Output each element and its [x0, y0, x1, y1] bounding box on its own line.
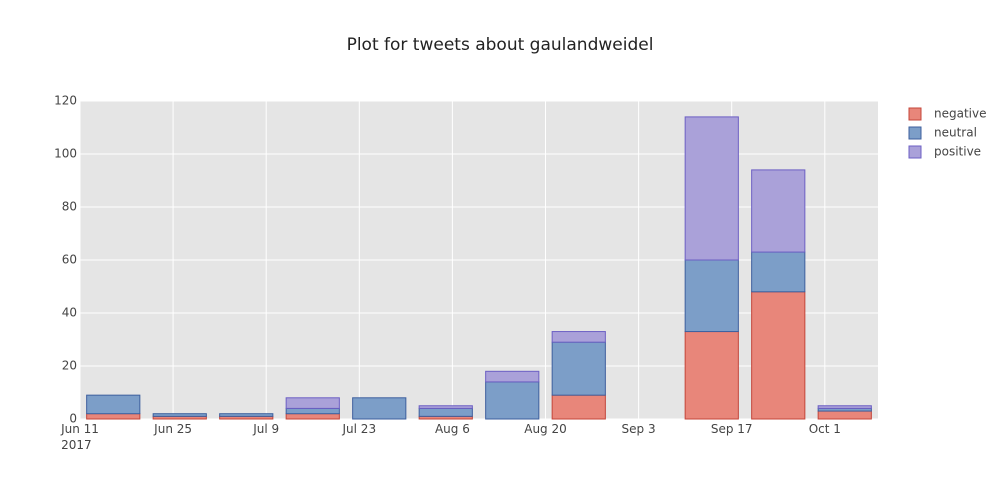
- bar: [418, 405, 473, 409]
- bar: [418, 407, 473, 417]
- legend-label: neutral: [934, 126, 977, 140]
- bar: [485, 370, 540, 383]
- bar: [285, 413, 340, 420]
- bar: [352, 397, 407, 420]
- bar: [551, 331, 606, 343]
- bar: [684, 116, 739, 261]
- y-tick-label: 40: [62, 306, 77, 320]
- bar: [485, 381, 540, 420]
- bar: [551, 341, 606, 396]
- x-tick-label: Oct 1: [808, 422, 841, 436]
- bar: [684, 331, 739, 420]
- legend-swatch: [908, 126, 922, 140]
- bar: [285, 407, 340, 415]
- bar: [751, 169, 806, 253]
- x-tick-label: Jul 9: [253, 422, 280, 436]
- y-tick-label: 100: [54, 147, 77, 161]
- bar: [86, 413, 141, 420]
- bar: [751, 291, 806, 420]
- bar: [285, 397, 340, 409]
- legend-label: positive: [934, 145, 981, 159]
- x-tick-label: Aug 6: [434, 422, 470, 436]
- bar: [219, 413, 274, 417]
- bar: [817, 410, 872, 420]
- y-tick-label: 0: [69, 412, 77, 426]
- x-tick-label: Aug 20: [524, 422, 567, 436]
- chart-title: Plot for tweets about gaulandweidel: [347, 35, 654, 55]
- y-tick-label: 80: [62, 200, 77, 214]
- x-tick-label: Sep 3: [621, 422, 656, 436]
- bar: [86, 394, 141, 415]
- x-tick-label: Jul 23: [342, 422, 377, 436]
- y-tick-label: 20: [62, 359, 77, 373]
- bar: [684, 259, 739, 333]
- bar: [817, 405, 872, 409]
- x-tick-label: Jun 25: [154, 422, 193, 436]
- bar: [751, 251, 806, 293]
- legend-swatch: [908, 145, 922, 159]
- bar: [152, 413, 207, 417]
- legend-swatch: [908, 107, 922, 121]
- y-tick-label: 120: [54, 94, 77, 108]
- y-tick-label: 60: [62, 253, 77, 267]
- bar: [551, 394, 606, 420]
- legend-label: negative: [934, 107, 986, 121]
- x-tick-label: Sep 17: [710, 422, 753, 436]
- x-tick-label: Jun 11 2017: [61, 422, 99, 452]
